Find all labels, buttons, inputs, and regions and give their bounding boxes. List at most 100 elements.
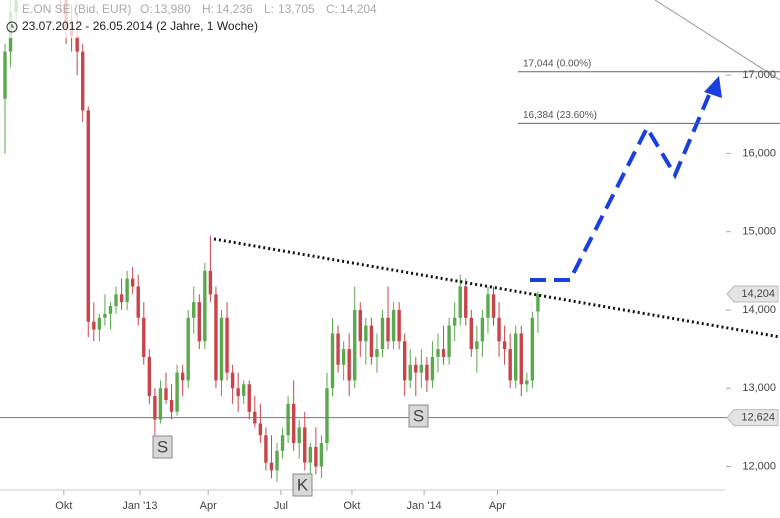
y-tick-label: 12,000 — [742, 460, 776, 472]
candle-body — [519, 333, 523, 385]
candle-body — [464, 286, 468, 318]
marker-box — [152, 435, 173, 459]
candle-body — [347, 349, 351, 381]
x-tick-label: Apr — [489, 500, 506, 512]
candle-body — [441, 349, 446, 357]
candle-body — [214, 294, 218, 381]
trend-line — [654, 0, 780, 81]
candle-body — [136, 286, 140, 318]
candle-body — [175, 372, 179, 412]
candle-body — [530, 317, 535, 381]
candle-body — [92, 321, 96, 330]
candle-body — [491, 294, 496, 318]
x-tick-label: Okt — [343, 500, 360, 512]
candle-body — [447, 325, 451, 357]
candle-body — [475, 341, 479, 350]
candle-body — [452, 317, 457, 326]
candle-body — [169, 399, 174, 412]
candle-body — [269, 462, 274, 471]
ohlc-value: 13,705 — [278, 2, 315, 16]
candle-body — [386, 317, 390, 342]
candle-body — [219, 317, 224, 381]
ohlc-value: 13,980 — [154, 2, 191, 16]
candle-body — [508, 349, 512, 381]
candle-body — [486, 294, 490, 318]
forecast-arrow — [704, 76, 722, 98]
candle-body — [353, 309, 357, 381]
ohlc-label: L: — [264, 2, 274, 16]
candle-body — [364, 325, 368, 342]
candle-body — [230, 372, 235, 389]
price-tag — [726, 285, 779, 303]
fib-label: 17,044 (0.00%) — [523, 58, 591, 69]
fib-label: 16,384 (23.60%) — [523, 110, 597, 121]
price-label: 14,204 — [741, 288, 775, 300]
y-tick-label: 16,000 — [742, 147, 776, 159]
candle-body — [147, 356, 152, 397]
candle-body — [258, 423, 263, 436]
candle-body — [203, 270, 207, 342]
candle-body — [341, 349, 346, 365]
candle-body — [119, 294, 124, 303]
marker-box — [292, 473, 313, 497]
candle-body — [103, 313, 107, 318]
header-bg — [0, 0, 420, 38]
clock-hands — [11, 24, 14, 28]
candle-body — [247, 384, 251, 412]
candle-body — [164, 388, 168, 400]
candles — [3, 0, 540, 483]
candle-body — [436, 349, 440, 357]
candle-body — [81, 51, 85, 111]
candle-body — [280, 435, 285, 451]
candle-body — [414, 364, 418, 373]
y-tick-label: 17,000 — [742, 69, 776, 81]
candle-body — [458, 286, 462, 318]
candle-body — [186, 317, 190, 381]
y-tick-label: 15,000 — [742, 226, 776, 238]
support-label: 12,624 — [741, 412, 775, 424]
candle-body — [497, 317, 501, 342]
candle-body — [469, 317, 474, 350]
candle-body — [208, 270, 213, 295]
candle-body — [419, 364, 424, 373]
candle-body — [308, 446, 313, 463]
ohlc-label: O: — [140, 2, 153, 16]
candle-body — [391, 309, 396, 342]
marker-label: K — [297, 475, 309, 494]
marker-label: S — [413, 406, 424, 425]
y-tick-label: 13,000 — [742, 382, 776, 394]
candle-body — [303, 427, 307, 463]
candle-body — [369, 325, 374, 357]
candle-body — [158, 388, 163, 420]
x-tick-label: Jul — [274, 500, 288, 512]
candle-body — [502, 341, 507, 350]
candle-body — [86, 110, 90, 322]
clock-icon — [6, 21, 18, 33]
candle-body — [180, 372, 185, 381]
ohlc-value: 14,236 — [216, 2, 253, 16]
candle-body — [297, 427, 301, 444]
candle-body — [408, 364, 412, 381]
candle-body — [108, 306, 113, 314]
candle-body — [319, 443, 324, 467]
candle-body — [480, 317, 485, 342]
marker-label: S — [157, 437, 168, 456]
candle-body — [197, 302, 201, 342]
candle-body — [3, 51, 7, 99]
candle-body — [325, 388, 329, 444]
candle-body — [425, 364, 429, 381]
forecast-path — [530, 87, 714, 282]
candle-body — [142, 317, 146, 357]
period: 23.07.2012 - 26.05.2014 (2 Jahre, 1 Woch… — [22, 19, 258, 33]
candle-body — [514, 333, 518, 381]
candle-body — [286, 403, 290, 436]
candle-body — [236, 388, 240, 397]
candle-body — [314, 446, 318, 467]
candle-body — [130, 278, 135, 287]
x-tick-label: Apr — [200, 500, 217, 512]
candle-body — [225, 317, 229, 373]
resistance-line — [213, 237, 780, 339]
candle-body — [336, 333, 340, 365]
y-tick-label: 14,000 — [742, 304, 776, 316]
